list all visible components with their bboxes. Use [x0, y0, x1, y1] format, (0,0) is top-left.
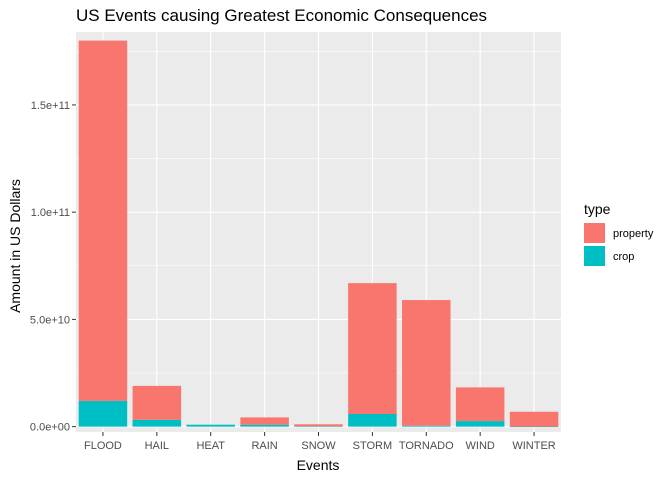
x-axis-title: Events	[297, 457, 340, 473]
bar-crop-flood	[78, 400, 128, 427]
bar-crop-winter	[509, 426, 559, 428]
x-tick-label: WINTER	[512, 440, 555, 452]
bar-property-snow	[294, 424, 343, 427]
y-tick-label: 0.0e+00	[30, 422, 70, 434]
bar-crop-hail	[132, 419, 182, 427]
x-axis: FLOOD HAIL HEAT RAIN SNOW STORM TORNADO WIND WIN…	[84, 432, 556, 452]
x-tick-label: HEAT	[196, 440, 225, 452]
x-tick-label: TORNADO	[399, 440, 454, 452]
bar-property-rain	[240, 417, 289, 425]
legend-label-property: property	[613, 228, 654, 240]
bar-crop-rain	[240, 424, 289, 427]
bar-property-winter	[509, 411, 559, 427]
y-tick-label: 1.0e+11	[31, 207, 70, 219]
bar-crop-heat	[186, 424, 235, 427]
bar-property-hail	[132, 385, 182, 420]
chart-title: US Events causing Greatest Economic Cons…	[76, 6, 488, 25]
bar-property-tornado	[402, 300, 451, 426]
legend-swatch-property	[584, 223, 605, 243]
bar-crop-snow	[294, 426, 343, 427]
legend-title: type	[584, 201, 611, 217]
y-tick-label: 1.5e+11	[31, 100, 70, 112]
bar-layer	[78, 40, 559, 428]
bar-crop-wind	[455, 421, 505, 427]
y-tick-label: 5.0e+10	[30, 314, 70, 326]
y-axis-title: Amount in US Dollars	[7, 179, 23, 313]
bar-crop-storm	[348, 413, 397, 427]
x-tick-label: RAIN	[251, 440, 277, 452]
bar-property-storm	[348, 283, 397, 414]
y-axis: 0.0e+00 5.0e+10 1.0e+11 1.5e+11	[30, 100, 76, 434]
x-tick-label: HAIL	[145, 440, 169, 452]
bar-property-wind	[455, 387, 505, 422]
bar-crop-tornado	[402, 425, 451, 427]
legend-swatch-crop	[584, 246, 605, 266]
x-tick-label: STORM	[353, 440, 393, 452]
legend-label-crop: crop	[613, 251, 634, 263]
x-tick-label: SNOW	[301, 440, 336, 452]
legend: type property crop	[584, 201, 654, 266]
bar-property-flood	[78, 40, 128, 401]
x-tick-label: FLOOD	[84, 440, 122, 452]
x-tick-label: WIND	[466, 440, 495, 452]
